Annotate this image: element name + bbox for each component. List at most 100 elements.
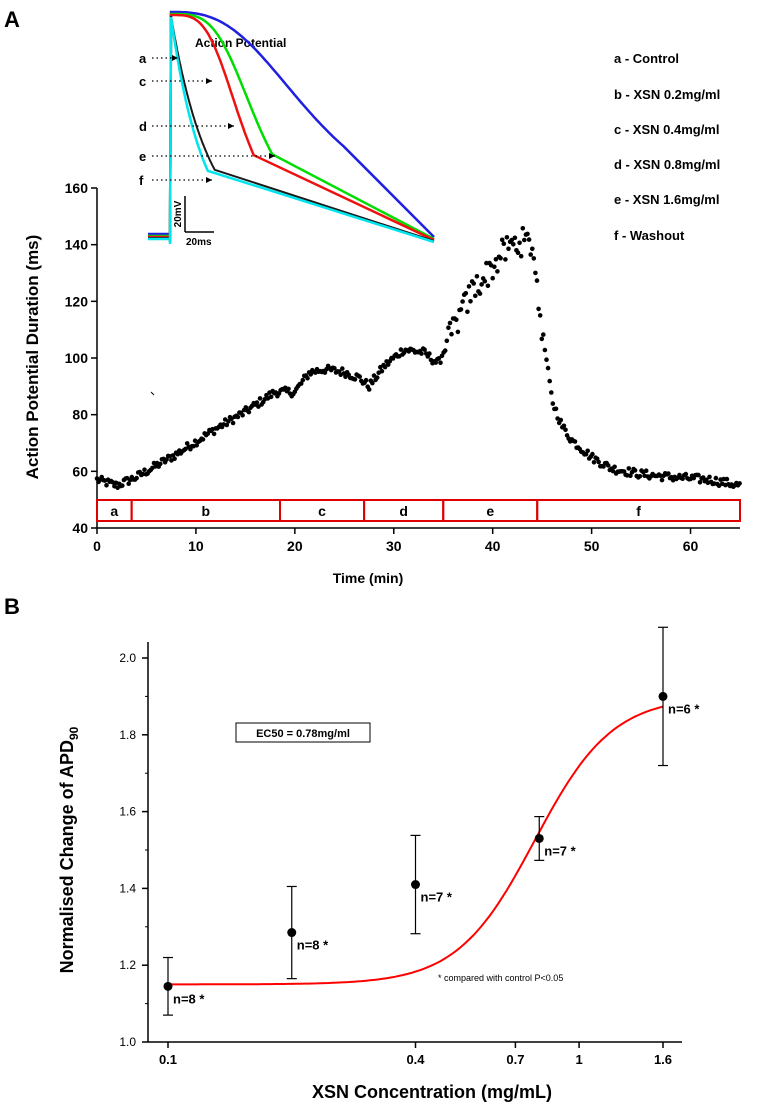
apd-point [235,414,241,420]
apd-point [230,420,236,426]
apd-point [700,475,706,480]
n-label: n=8 * [297,938,329,953]
apd-point [499,237,505,243]
inset-trace [148,16,435,245]
apd-point [240,413,245,418]
inset-trace-label: e [139,149,146,164]
apd-point [305,375,310,381]
apd-point [612,464,617,470]
y-ticks-b: 1.0 1.2 1.4 1.6 1.8 2.0 [119,651,148,1049]
apd-point [142,467,147,473]
ec50-box [235,722,371,743]
apd-point [479,282,484,287]
phase-label-c: c [318,503,326,519]
apd-point [463,291,469,296]
apd-point [626,466,632,471]
apd-point [534,278,540,283]
y-tick-label-a: 100 [65,350,89,366]
y-tick-label-b: 1.8 [119,728,136,742]
y-axis-title-a: Action Potential Duration (ms) [23,235,42,480]
apd-point [547,378,552,384]
apd-point [427,351,432,356]
apd-point [605,463,611,468]
data-point [411,880,420,890]
panel-b-label: B [4,594,20,619]
y-ticks-a: 40 60 80 100 120 140 160 [65,180,97,536]
inset-trace [148,13,435,243]
apd-point [572,439,578,444]
y-tick-label-b: 1.0 [119,1035,136,1049]
x-tick-label-b: 1.6 [654,1052,672,1067]
apd-point [449,331,454,337]
apd-point [454,317,459,323]
apd-point [518,253,524,259]
n-label: n=7 * [544,843,576,858]
apd-point [542,347,548,353]
y-tick-label-b: 1.2 [119,958,136,972]
legend-item-c: c - XSN 0.4mg/ml [614,122,719,137]
y-tick-label-a: 40 [72,520,88,536]
apd-point [357,374,363,379]
apd-point [525,231,530,237]
inset-pointer-arrow [269,153,275,159]
apd-point [530,246,535,252]
y-tick-label-a: 80 [72,407,88,423]
x-tick-label-a: 30 [386,538,402,554]
y-tick-label-a: 60 [72,463,88,479]
y-axis-title-b-sub: 90 [67,726,81,740]
apd-point [632,468,638,473]
apd-point [366,387,372,392]
panel-a-label: A [4,7,20,32]
apd-point [246,409,252,415]
x-tick-label-a: 50 [584,538,600,554]
apd-point [382,364,388,370]
apd-point [492,264,497,270]
x-tick-label-b: 0.1 [159,1052,177,1067]
apd-point [544,357,549,363]
apd-point [471,281,477,286]
dose-response-points: n=8 * n=8 * n=7 * n=7 * n=6 * [163,626,700,1016]
apd-point [120,483,125,488]
inset-pointer-arrow [228,123,234,129]
action-potential-inset: Action Potential ac def 20mV 20ms [139,10,435,248]
apd-point [591,460,597,465]
apd-point [164,457,169,462]
legend-item-d: d - XSN 0.8mg/ml [614,157,720,172]
x-tick-label-b: 1 [575,1052,582,1067]
legend-item-b: b - XSN 0.2mg/ml [614,87,720,102]
legend-item-a: a - Control [614,51,679,66]
scale-voltage-label: 20mV [173,200,184,227]
apd-point [512,235,518,241]
apd-point [517,240,522,246]
legend: a - Control b - XSN 0.2mg/ml c - XSN 0.4… [614,51,720,243]
apd-point [531,256,537,261]
phase-label-b: b [202,503,211,519]
apd-scatter [94,226,742,491]
n-label: n=6 * [668,701,700,716]
apd-point [104,483,109,488]
apd-point [504,235,510,240]
apd-point [134,475,139,481]
apd-point [340,366,345,371]
ec50-label: EC50 = 0.78mg/ml [256,728,350,740]
apd-point [666,471,671,476]
x-tick-label-a: 20 [287,538,303,554]
apd-point [680,476,685,482]
y-tick-label-a: 120 [65,293,89,309]
apd-point [590,451,595,457]
inset-pointer-arrow [172,55,178,61]
apd-point [737,481,742,486]
apd-point [610,468,616,474]
inset-trace [148,12,435,242]
apd-point [683,471,689,477]
inset-trace-labels: ac def [139,51,275,188]
y-axis-title-b: Normalised Change of APD90 [57,726,81,973]
apd-point [226,419,231,424]
footnote: * compared with control P<0.05 [438,973,563,983]
apd-point [468,299,473,304]
apd-point [419,351,424,356]
apd-point [286,386,291,392]
apd-point [205,431,211,436]
inset-trace-label: a [139,51,147,66]
